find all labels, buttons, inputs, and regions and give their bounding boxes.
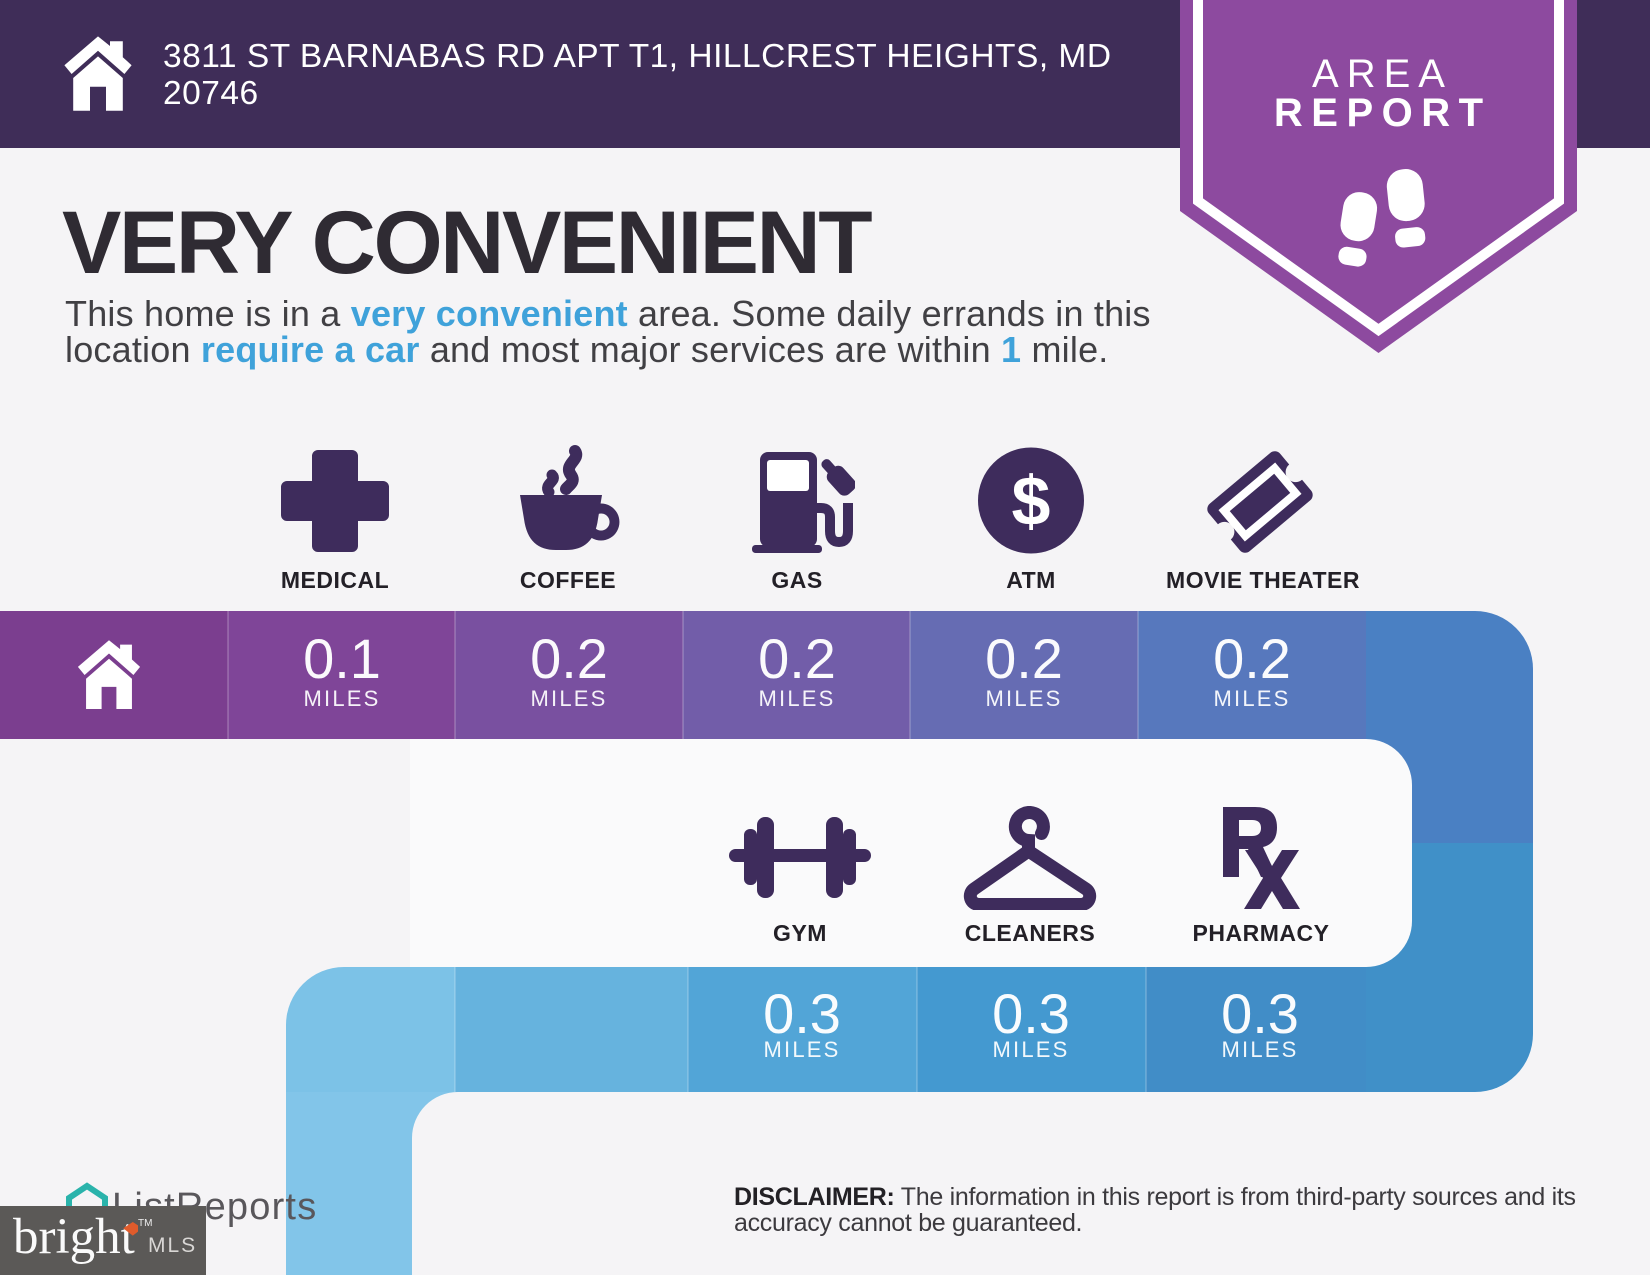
svg-text:$: $ — [1012, 462, 1051, 540]
